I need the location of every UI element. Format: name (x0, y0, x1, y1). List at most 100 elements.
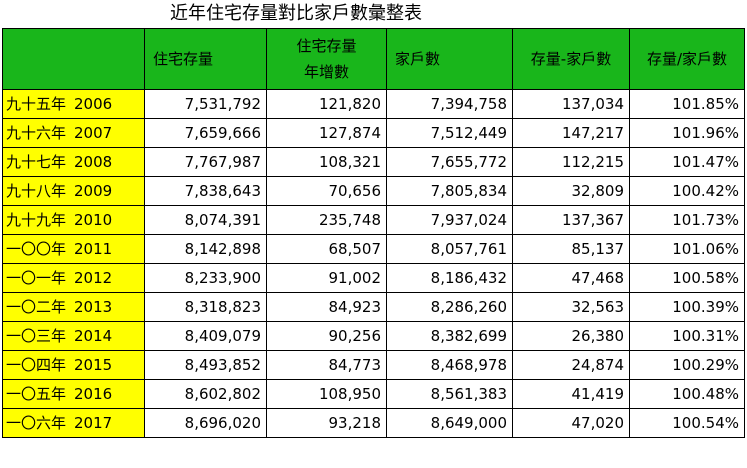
households-cell: 8,286,260 (386, 292, 513, 322)
diff-cell: 26,380 (512, 321, 630, 351)
diff-cell: 41,419 (512, 379, 630, 409)
ratio-cell: 100.31% (629, 321, 745, 351)
table-row: 九十六年 2007 7,659,666 127,874 7,512,449 147,217… (2, 118, 745, 148)
stock-cell: 8,233,900 (144, 263, 267, 293)
ratio-cell: 100.58% (629, 263, 745, 293)
table-row: 一〇〇年 2011 8,142,898 68,507 8,057,761 85,137 10… (2, 234, 745, 264)
stock-cell: 8,318,823 (144, 292, 267, 322)
year-ad: 2007 (74, 124, 113, 142)
diff-cell: 47,468 (512, 263, 630, 293)
year-roc: 一〇四年 (6, 356, 67, 374)
year-ad: 2017 (74, 414, 113, 432)
households-cell: 7,655,772 (386, 147, 513, 177)
header-increase-line2: 年增數 (303, 63, 349, 81)
diff-cell: 47,020 (512, 408, 630, 438)
households-cell: 8,561,383 (386, 379, 513, 409)
year-cell: 一〇一年 2012 (2, 263, 145, 293)
ratio-cell: 101.06% (629, 234, 745, 264)
ratio-cell: 100.39% (629, 292, 745, 322)
stock-cell: 8,409,079 (144, 321, 267, 351)
header-stock: 住宅存量 (144, 28, 267, 90)
year-cell: 九十九年 2010 (2, 205, 145, 235)
year-cell: 一〇四年 2015 (2, 350, 145, 380)
year-cell: 一〇六年 2017 (2, 408, 145, 438)
year-roc: 一〇六年 (6, 414, 67, 432)
year-ad: 2014 (74, 327, 113, 345)
table-row: 九十五年 2006 7,531,792 121,820 7,394,758 137,034… (2, 89, 745, 119)
housing-stock-table: 住宅存量 住宅存量 年增數 家戶數 存量-家戶數 存量/家戶數 九十五年 2006… (2, 28, 745, 438)
stock-cell: 8,074,391 (144, 205, 267, 235)
year-roc: 一〇三年 (6, 327, 67, 345)
year-cell: 一〇〇年 2011 (2, 234, 145, 264)
table-row: 一〇四年 2015 8,493,852 84,773 8,468,978 24,874 10… (2, 350, 745, 380)
year-roc: 一〇五年 (6, 385, 67, 403)
year-cell: 一〇五年 2016 (2, 379, 145, 409)
households-cell: 7,512,449 (386, 118, 513, 148)
households-cell: 8,057,761 (386, 234, 513, 264)
diff-cell: 112,215 (512, 147, 630, 177)
diff-cell: 85,137 (512, 234, 630, 264)
header-year (2, 28, 145, 90)
table-row: 一〇五年 2016 8,602,802 108,950 8,561,383 41,419 1… (2, 379, 745, 409)
diff-cell: 32,809 (512, 176, 630, 206)
year-cell: 九十六年 2007 (2, 118, 145, 148)
ratio-cell: 100.42% (629, 176, 745, 206)
header-diff: 存量-家戶數 (512, 28, 630, 90)
increase-cell: 90,256 (266, 321, 387, 351)
year-roc: 九十九年 (6, 211, 67, 229)
year-ad: 2016 (74, 385, 113, 403)
households-cell: 8,649,000 (386, 408, 513, 438)
stock-cell: 7,659,666 (144, 118, 267, 148)
table-title: 近年住宅存量對比家戶數彙整表 (170, 3, 422, 24)
increase-cell: 127,874 (266, 118, 387, 148)
year-ad: 2006 (74, 95, 113, 113)
increase-cell: 108,321 (266, 147, 387, 177)
table-row: 九十九年 2010 8,074,391 235,748 7,937,024 137,367… (2, 205, 745, 235)
table-row: 九十七年 2008 7,767,987 108,321 7,655,772 112,215… (2, 147, 745, 177)
stock-cell: 8,493,852 (144, 350, 267, 380)
households-cell: 7,937,024 (386, 205, 513, 235)
year-roc: 九十六年 (6, 124, 67, 142)
households-cell: 8,382,699 (386, 321, 513, 351)
stock-cell: 8,602,802 (144, 379, 267, 409)
year-cell: 九十五年 2006 (2, 89, 145, 119)
year-ad: 2010 (74, 211, 113, 229)
increase-cell: 68,507 (266, 234, 387, 264)
year-ad: 2015 (74, 356, 113, 374)
table-row: 一〇一年 2012 8,233,900 91,002 8,186,432 47,468 10… (2, 263, 745, 293)
year-cell: 九十八年 2009 (2, 176, 145, 206)
diff-cell: 137,367 (512, 205, 630, 235)
increase-cell: 84,923 (266, 292, 387, 322)
households-cell: 8,468,978 (386, 350, 513, 380)
households-cell: 7,805,834 (386, 176, 513, 206)
diff-cell: 147,217 (512, 118, 630, 148)
table-row: 一〇三年 2014 8,409,079 90,256 8,382,699 26,380 10… (2, 321, 745, 351)
year-roc: 九十五年 (6, 95, 67, 113)
households-cell: 8,186,432 (386, 263, 513, 293)
increase-cell: 91,002 (266, 263, 387, 293)
year-roc: 一〇一年 (6, 269, 67, 287)
year-roc: 九十八年 (6, 182, 67, 200)
ratio-cell: 101.85% (629, 89, 745, 119)
table-row: 九十八年 2009 7,838,643 70,656 7,805,834 32,809 10… (2, 176, 745, 206)
header-ratio: 存量/家戶數 (629, 28, 745, 90)
stock-cell: 7,531,792 (144, 89, 267, 119)
year-ad: 2011 (74, 240, 113, 258)
ratio-cell: 101.73% (629, 205, 745, 235)
table-row: 一〇六年 2017 8,696,020 93,218 8,649,000 47,020 10… (2, 408, 745, 438)
year-ad: 2009 (74, 182, 113, 200)
header-row: 住宅存量 住宅存量 年增數 家戶數 存量-家戶數 存量/家戶數 (2, 28, 745, 90)
header-increase: 住宅存量 年增數 (266, 28, 387, 90)
year-cell: 九十七年 2008 (2, 147, 145, 177)
increase-cell: 93,218 (266, 408, 387, 438)
ratio-cell: 100.48% (629, 379, 745, 409)
header-increase-line1: 住宅存量 (296, 37, 357, 55)
households-cell: 7,394,758 (386, 89, 513, 119)
stock-cell: 7,767,987 (144, 147, 267, 177)
year-roc: 一〇〇年 (6, 240, 67, 258)
header-households: 家戶數 (386, 28, 513, 90)
ratio-cell: 100.54% (629, 408, 745, 438)
ratio-cell: 100.29% (629, 350, 745, 380)
increase-cell: 84,773 (266, 350, 387, 380)
year-cell: 一〇二年 2013 (2, 292, 145, 322)
